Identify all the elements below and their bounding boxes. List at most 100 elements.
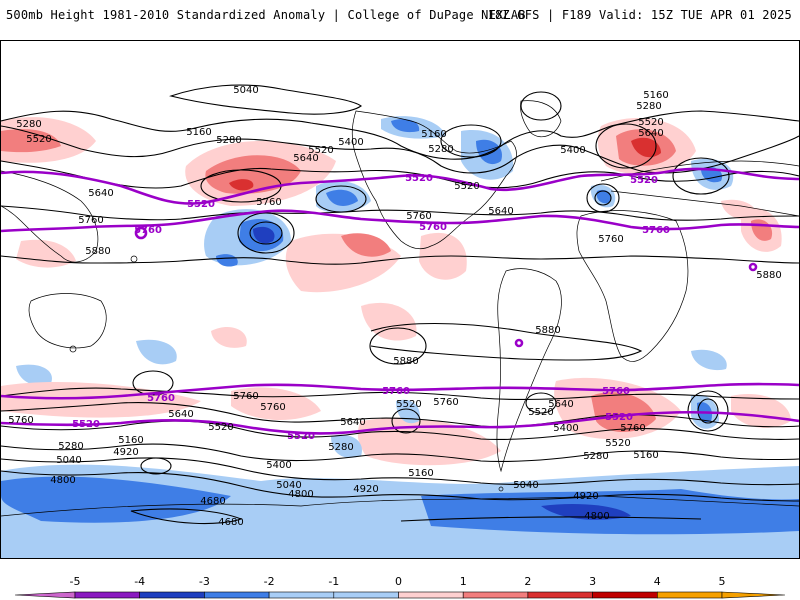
colorbar-tick-label: -3 (199, 575, 210, 588)
contour-label: 5280 (328, 442, 353, 453)
anomaly-map: 5040 5280 5520 5160 5280 5520 5400 5640 … (1, 84, 799, 558)
contour-label: 5160 (408, 468, 433, 479)
model-valid-time: 18Z GFS | F189 Valid: 15Z TUE APR 01 202… (487, 8, 792, 22)
contour-label: 5520 (605, 438, 630, 449)
contour-label: 5520 (26, 134, 51, 145)
contour-label: 5040 (276, 480, 301, 491)
contour-label: 5760 (78, 215, 103, 226)
contour-label: 5640 (638, 128, 663, 139)
contour-label-highlight: 5760 (642, 225, 670, 236)
contour-label: 5280 (58, 441, 83, 452)
colorbar-segments (14, 591, 786, 599)
map-panel: 5040 5280 5520 5160 5280 5520 5400 5640 … (0, 40, 800, 559)
contour-label: 5880 (85, 246, 110, 257)
contour-label: 5040 (513, 480, 538, 491)
contour-label: 5520 (208, 422, 233, 433)
contour-labels: 5040 5280 5520 5160 5280 5520 5400 5640 … (8, 85, 781, 528)
contour-label: 4920 (353, 484, 378, 495)
coastlines (1, 100, 799, 517)
colorbar-tick-label: 5 (719, 575, 726, 588)
contour-label: 4920 (573, 491, 598, 502)
contour-label: 5040 (233, 85, 258, 96)
contour-label-highlight: 5520 (405, 173, 433, 184)
map-title: 500mb Height 1981-2010 Standardized Anom… (6, 8, 526, 22)
colorbar-segment (204, 591, 270, 599)
contour-label: 5640 (88, 188, 113, 199)
contour-label: 5760 (256, 197, 281, 208)
contour-label: 5520 (454, 181, 479, 192)
colorbar-segment (268, 591, 335, 599)
contour-label: 5640 (293, 153, 318, 164)
contour-label: 5160 (186, 127, 211, 138)
contour-label: 5760 (433, 397, 458, 408)
contour-label-highlight: 5760 (134, 225, 162, 236)
highlighted-contour-labels: 5520 5520 5520 5760 5760 5760 5760 5760 … (72, 173, 670, 442)
contour-label: 4800 (50, 475, 75, 486)
colorbar-segment (527, 591, 593, 599)
contour-label: 5760 (620, 423, 645, 434)
contour-label: 5760 (598, 234, 623, 245)
contour-label: 4800 (584, 511, 609, 522)
contour-label: 4800 (288, 489, 313, 500)
contour-label: 5760 (406, 211, 431, 222)
contour-label: 5280 (636, 101, 661, 112)
contour-label: 5520 (528, 407, 553, 418)
contour-label: 5400 (560, 145, 585, 156)
contour-label: 5160 (118, 435, 143, 446)
contour-label: 5640 (488, 206, 513, 217)
colorbar-segment (74, 591, 140, 599)
highlighted-contours (1, 167, 799, 435)
colorbar-segment (656, 591, 723, 599)
contour-label-highlight: 5520 (605, 412, 633, 423)
contour-label: 5640 (548, 399, 573, 410)
colorbar-tick-label: -4 (134, 575, 145, 588)
contour-label: 5520 (638, 117, 663, 128)
contour-label-highlight: 5520 (72, 419, 100, 430)
colorbar-segment (398, 591, 464, 599)
colorbar-segment (14, 591, 76, 599)
contour-label: 5880 (535, 325, 560, 336)
contour-label: 5280 (583, 451, 608, 462)
colorbar-tick-label: -2 (264, 575, 275, 588)
contour-label: 5880 (756, 270, 781, 281)
colorbar-labels: -5 -4 -3 -2 -1 0 1 2 3 4 5 (70, 575, 726, 588)
contour-label-highlight: 5520 (630, 175, 658, 186)
colorbar-segment (592, 591, 658, 599)
contour-label: 4680 (218, 517, 243, 528)
contour-label: 5280 (428, 144, 453, 155)
contour-label-highlight: 5520 (287, 431, 315, 442)
colorbar-segment (139, 591, 205, 599)
contour-label: 5160 (643, 90, 668, 101)
contour-label-highlight: 5760 (147, 393, 175, 404)
contour-label: 5400 (553, 423, 578, 434)
colorbar-tick-label: 2 (524, 575, 531, 588)
colorbar-segment (721, 591, 786, 599)
contour-label: 5400 (338, 137, 363, 148)
contour-label: 5040 (56, 455, 81, 466)
contour-label: 4920 (113, 447, 138, 458)
contour-label: 5880 (393, 356, 418, 367)
contour-label-highlight: 5520 (187, 199, 215, 210)
contour-label: 5760 (233, 391, 258, 402)
contour-label: 5160 (421, 129, 446, 140)
contour-label: 4680 (200, 496, 225, 507)
contour-label: 5640 (340, 417, 365, 428)
colorbar-tick-label: -1 (328, 575, 339, 588)
colorbar-tick-label: -5 (70, 575, 81, 588)
anomaly-shading (1, 116, 799, 558)
contour-label-highlight: 5760 (382, 386, 410, 397)
contour-label: 5520 (308, 145, 333, 156)
contour-label: 5160 (633, 450, 658, 461)
colorbar: -5 -4 -3 -2 -1 0 1 2 3 4 5 (14, 575, 786, 599)
colorbar-segment (333, 591, 399, 599)
colorbar-tick-label: 4 (654, 575, 661, 588)
colorbar-tick-label: 3 (589, 575, 596, 588)
contour-label-highlight: 5760 (602, 386, 630, 397)
contour-label: 5640 (168, 409, 193, 420)
contour-label: 5520 (396, 399, 421, 410)
colorbar-tick-label: 1 (460, 575, 467, 588)
colorbar-tick-label: 0 (395, 575, 402, 588)
header: 500mb Height 1981-2010 Standardized Anom… (0, 0, 800, 36)
contour-label-highlight: 5760 (419, 222, 447, 233)
height-contours (1, 84, 799, 525)
